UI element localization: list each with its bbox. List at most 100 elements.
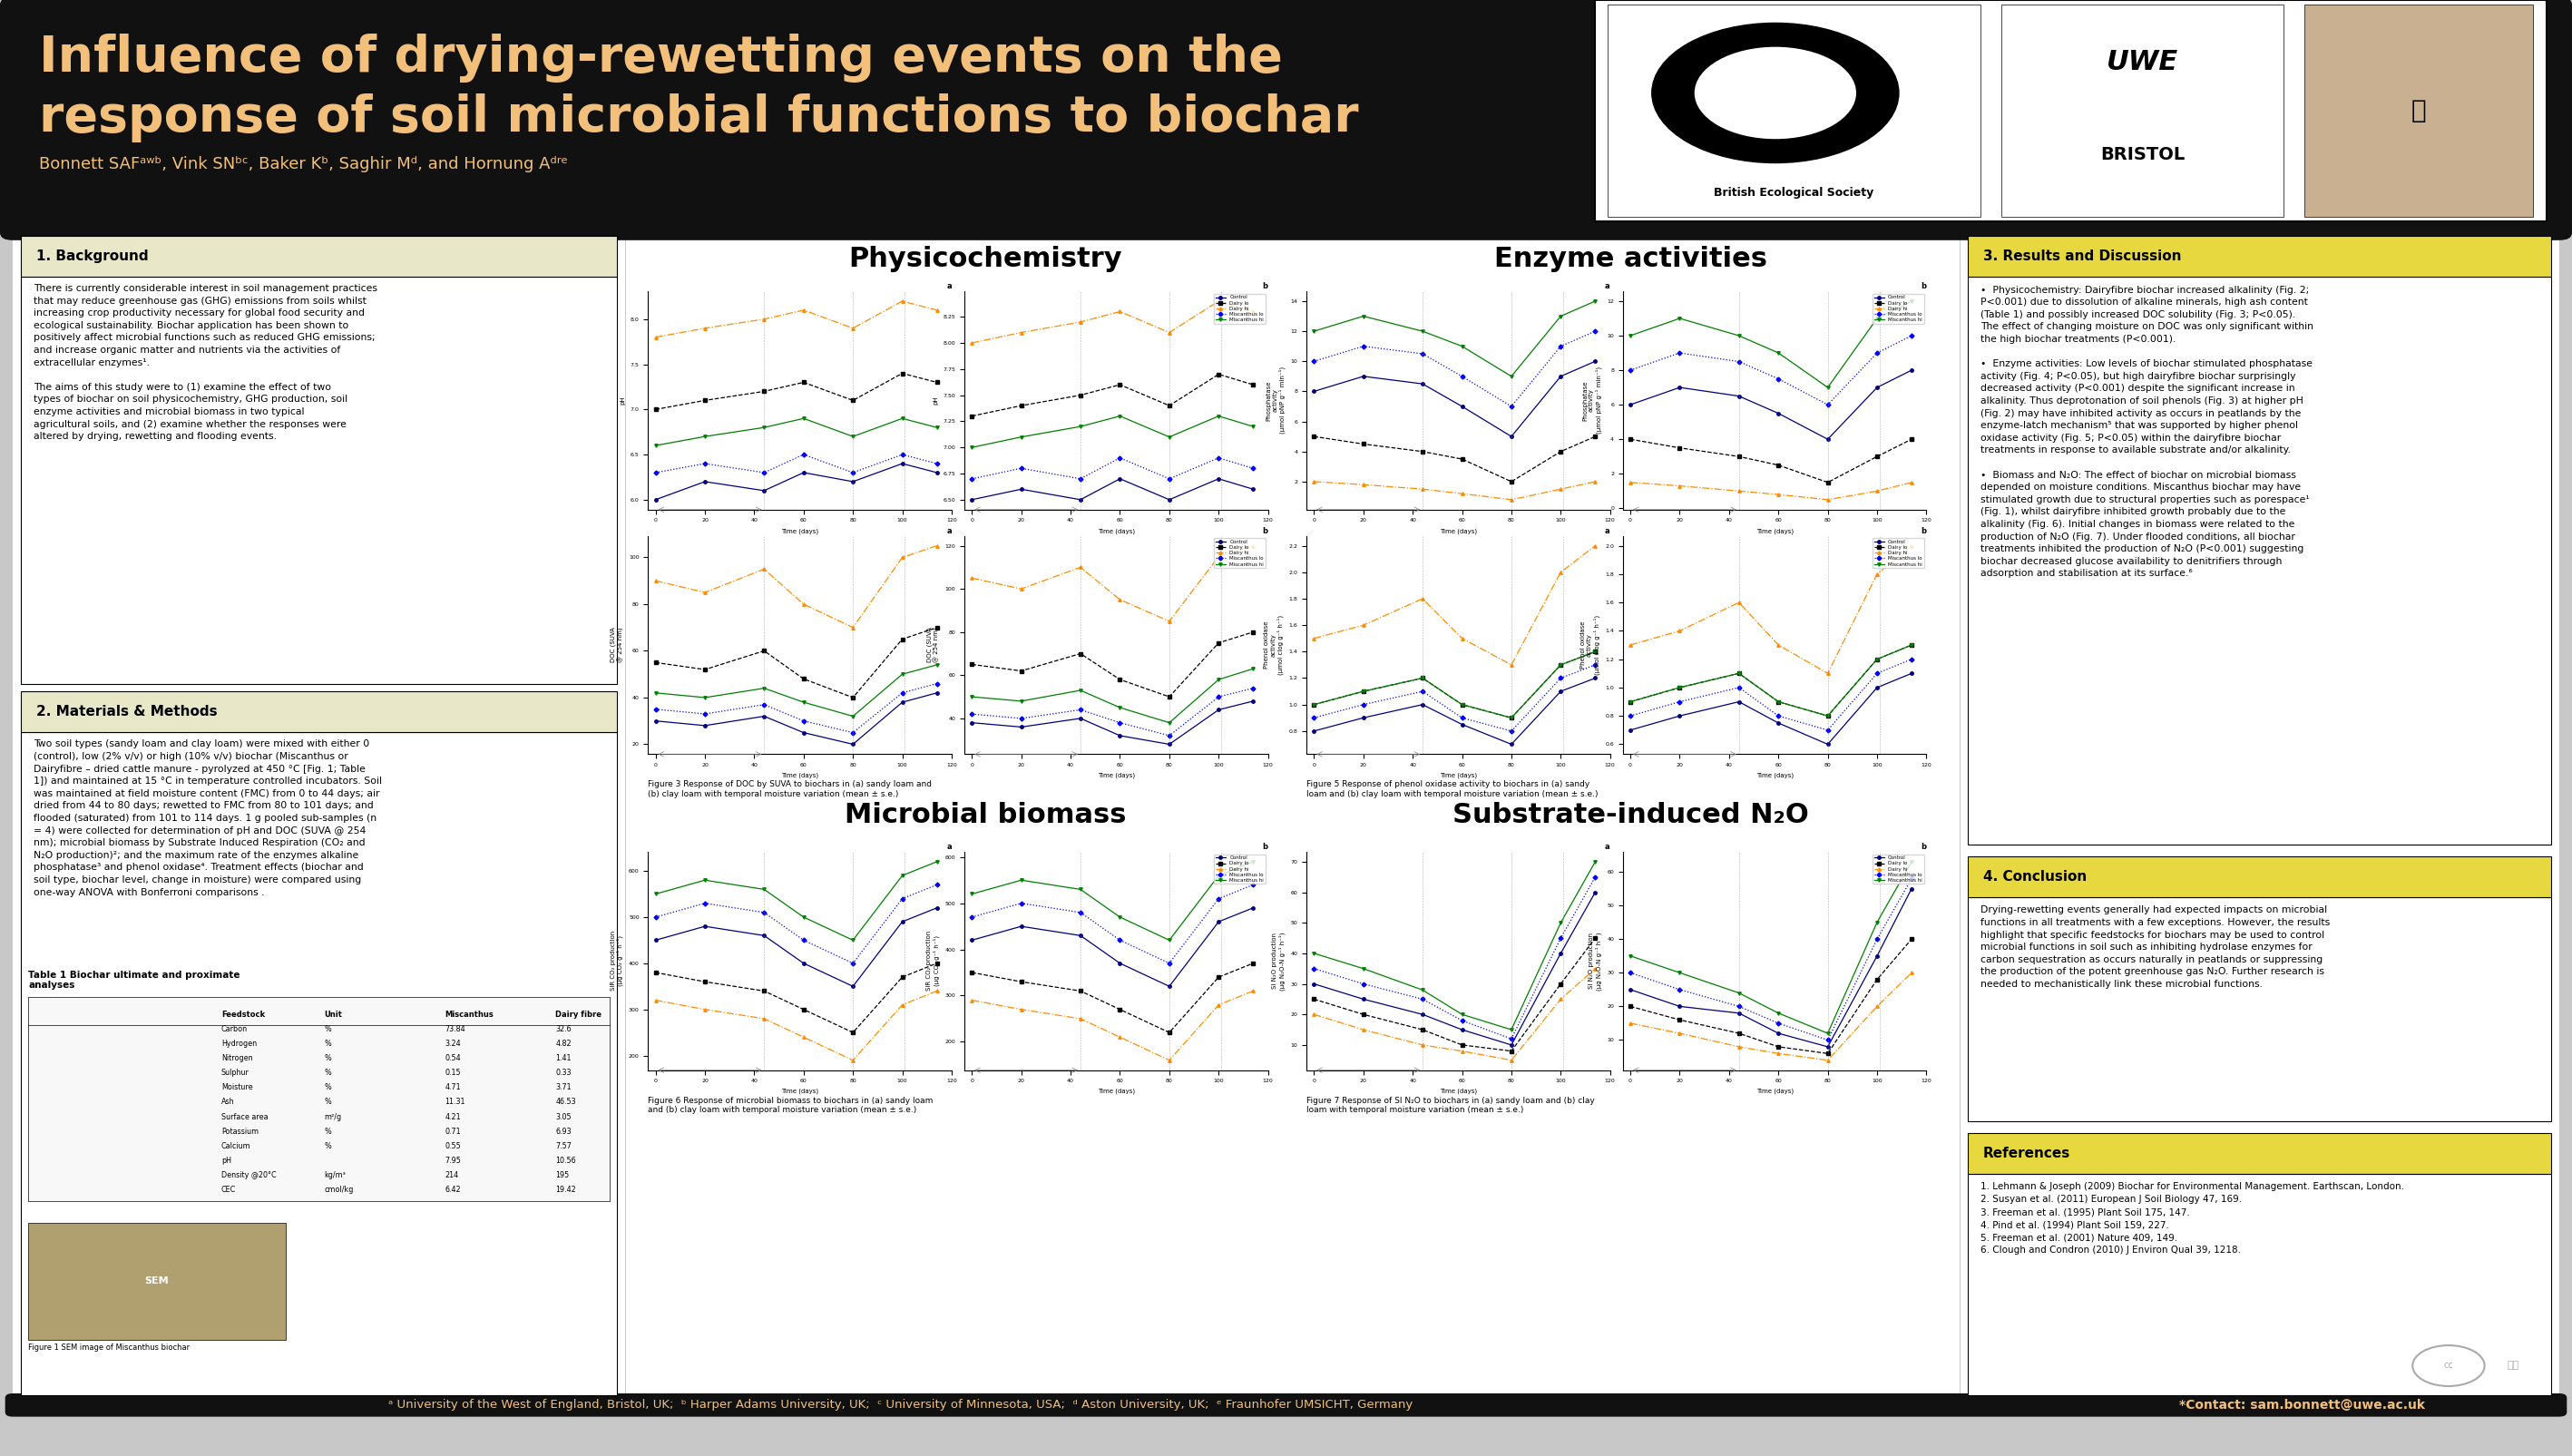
Dairy hi bbox=[1103, 1028, 1134, 1045]
X-axis label: Time (days): Time (days) bbox=[1440, 773, 1476, 779]
Text: •  Physicochemistry: Dairyfibre biochar increased alkalinity (Fig. 2;
P<0.001) d: • Physicochemistry: Dairyfibre biochar i… bbox=[1980, 285, 2312, 578]
Dairy lo bbox=[1103, 1000, 1134, 1018]
Text: Ash: Ash bbox=[221, 1098, 234, 1107]
Miscanthus hi bbox=[1546, 307, 1577, 325]
Miscanthus hi bbox=[1065, 681, 1096, 699]
Miscanthus hi bbox=[1896, 636, 1926, 654]
Control bbox=[1407, 696, 1438, 713]
Dairy lo bbox=[1006, 397, 1037, 415]
Dairy lo bbox=[689, 973, 720, 990]
Control bbox=[1348, 367, 1379, 384]
Miscanthus lo bbox=[838, 464, 869, 482]
Bar bbox=[1968, 1174, 2551, 1395]
Dairy lo bbox=[689, 661, 720, 678]
Dairy hi bbox=[1348, 616, 1379, 633]
Control bbox=[1497, 1037, 1528, 1054]
Text: a: a bbox=[1605, 527, 1610, 536]
Dairy lo bbox=[1896, 930, 1926, 948]
Line: Dairy lo: Dairy lo bbox=[1628, 644, 1914, 718]
X-axis label: Time (days): Time (days) bbox=[1098, 529, 1134, 534]
Control bbox=[689, 716, 720, 734]
Dairy lo bbox=[1155, 397, 1186, 415]
Miscanthus lo bbox=[1348, 976, 1379, 993]
Control bbox=[1762, 715, 1793, 732]
X-axis label: Time (days): Time (days) bbox=[1098, 773, 1134, 779]
Dairy hi bbox=[1762, 1045, 1793, 1063]
Dairy lo bbox=[921, 374, 952, 392]
Miscanthus hi bbox=[1445, 1006, 1476, 1024]
Dairy lo bbox=[787, 670, 818, 687]
Miscanthus hi bbox=[1155, 428, 1186, 446]
Dairy lo bbox=[1299, 428, 1330, 446]
Text: %: % bbox=[324, 1098, 332, 1107]
Miscanthus hi bbox=[640, 885, 671, 903]
Text: cc: cc bbox=[2443, 1361, 2454, 1370]
Line: Control: Control bbox=[1628, 671, 1914, 745]
Text: 2. Materials & Methods: 2. Materials & Methods bbox=[36, 705, 216, 719]
Control bbox=[1615, 721, 1646, 738]
Text: 4.21: 4.21 bbox=[445, 1112, 460, 1121]
Dairy lo bbox=[1723, 664, 1754, 681]
Control bbox=[1896, 879, 1926, 897]
Miscanthus lo bbox=[1615, 708, 1646, 725]
Miscanthus hi bbox=[1723, 984, 1754, 1002]
Dairy lo bbox=[887, 968, 918, 986]
Miscanthus hi bbox=[1348, 307, 1379, 325]
Control bbox=[1065, 491, 1096, 508]
Control bbox=[1762, 405, 1793, 422]
Line: Control: Control bbox=[653, 692, 939, 745]
Bar bbox=[21, 277, 617, 684]
Dairy lo bbox=[689, 392, 720, 409]
Line: Dairy hi: Dairy hi bbox=[970, 990, 1255, 1061]
Miscanthus lo bbox=[1862, 930, 1893, 948]
X-axis label: Time (days): Time (days) bbox=[1757, 529, 1793, 534]
Dairy hi bbox=[1407, 590, 1438, 607]
Miscanthus lo bbox=[1348, 696, 1379, 713]
Y-axis label: SIR CO₂ production
(μg CO₂ g⁻¹ h⁻¹): SIR CO₂ production (μg CO₂ g⁻¹ h⁻¹) bbox=[610, 930, 622, 992]
Miscanthus lo bbox=[640, 909, 671, 926]
Control bbox=[1155, 491, 1186, 508]
Miscanthus hi bbox=[1103, 408, 1134, 425]
X-axis label: Time (days): Time (days) bbox=[1440, 529, 1476, 534]
Control bbox=[887, 693, 918, 711]
Miscanthus lo bbox=[838, 955, 869, 973]
Control bbox=[748, 927, 779, 945]
Control bbox=[787, 464, 818, 482]
Dairy lo bbox=[1813, 473, 1844, 491]
Line: Miscanthus hi: Miscanthus hi bbox=[653, 664, 939, 718]
Text: 7.95: 7.95 bbox=[445, 1156, 460, 1165]
Control bbox=[887, 454, 918, 472]
Dairy hi bbox=[787, 301, 818, 319]
Bar bbox=[1968, 897, 2551, 1121]
Text: Table 1 Biochar ultimate and proximate
analyses: Table 1 Biochar ultimate and proximate a… bbox=[28, 971, 239, 990]
Miscanthus lo bbox=[1664, 344, 1695, 361]
Control bbox=[1546, 945, 1577, 962]
Miscanthus lo bbox=[1407, 683, 1438, 700]
Dairy hi bbox=[1237, 983, 1268, 1000]
Miscanthus hi bbox=[1299, 322, 1330, 339]
Control bbox=[957, 713, 988, 731]
Dairy lo bbox=[957, 655, 988, 673]
Dairy lo bbox=[1103, 671, 1134, 689]
Miscanthus lo bbox=[1579, 868, 1610, 885]
Text: Figure 5 Response of phenol oxidase activity to biochars in (a) sandy
loam and (: Figure 5 Response of phenol oxidase acti… bbox=[1307, 780, 1597, 798]
Text: Enzyme activities: Enzyme activities bbox=[1494, 246, 1767, 272]
Miscanthus lo bbox=[1155, 955, 1186, 973]
Text: 3.05: 3.05 bbox=[556, 1112, 571, 1121]
Control bbox=[1299, 722, 1330, 740]
Dairy lo bbox=[1762, 1038, 1793, 1056]
Text: Figure 4 Response of phosphatase activity to biochars in (a) sandy loam
and (b) : Figure 4 Response of phosphatase activit… bbox=[1307, 536, 1602, 553]
Dairy lo bbox=[787, 1000, 818, 1018]
Dairy lo bbox=[1155, 1024, 1186, 1041]
Dairy lo bbox=[1237, 955, 1268, 973]
Dairy hi bbox=[748, 310, 779, 328]
Dairy hi bbox=[1497, 491, 1528, 508]
Control bbox=[1299, 383, 1330, 400]
Miscanthus lo bbox=[1065, 700, 1096, 718]
Control bbox=[1445, 1021, 1476, 1038]
Dairy hi bbox=[1237, 537, 1268, 555]
Line: Miscanthus hi: Miscanthus hi bbox=[970, 415, 1255, 448]
Miscanthus hi bbox=[887, 665, 918, 683]
Miscanthus lo bbox=[1579, 657, 1610, 674]
Text: %: % bbox=[324, 1054, 332, 1063]
